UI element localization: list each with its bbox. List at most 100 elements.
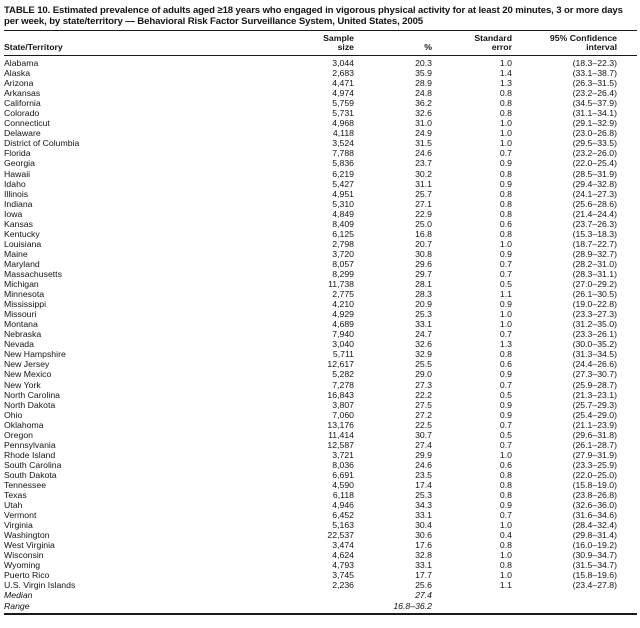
sample-size-cell: 5,163 bbox=[332, 520, 354, 531]
sample-size-cell: 3,720 bbox=[332, 248, 354, 259]
standard-error-cell: 0.9 bbox=[499, 299, 512, 310]
percent-cell: 28.1 bbox=[415, 279, 432, 290]
confidence-interval-cell: (26.3–31.5) bbox=[572, 78, 617, 89]
sample-size-cell: 11,738 bbox=[328, 279, 354, 290]
sample-size-cell: 3,524 bbox=[332, 138, 354, 149]
table-row: Pennsylvania 12,587 27.4 0.7 (26.1–28.7) bbox=[4, 440, 637, 450]
standard-error-cell: 0.6 bbox=[499, 459, 512, 470]
table-summary: Median 27.4 Range 16.8–36.2 bbox=[4, 590, 637, 613]
sample-size-cell: 11,414 bbox=[328, 429, 354, 440]
percent-cell: 17.7 bbox=[415, 570, 432, 581]
percent-cell: 20.3 bbox=[415, 58, 432, 68]
state-cell: Iowa bbox=[4, 208, 23, 219]
table-row: Virginia 5,163 30.4 1.0 (28.4–32.4) bbox=[4, 520, 637, 530]
standard-error-cell: 0.7 bbox=[499, 268, 512, 279]
table-row: Rhode Island 3,721 29.9 1.0 (27.9–31.9) bbox=[4, 450, 637, 460]
sample-size-cell: 12,617 bbox=[327, 359, 354, 370]
confidence-interval-cell: (29.5–33.5) bbox=[572, 138, 617, 149]
state-cell: Arizona bbox=[4, 78, 34, 89]
percent-cell: 23.5 bbox=[415, 469, 432, 480]
sample-size-cell: 4,968 bbox=[332, 118, 354, 129]
state-cell: Wyoming bbox=[4, 560, 41, 571]
col-header-se-top: Standard bbox=[474, 32, 512, 43]
sample-size-cell: 3,474 bbox=[332, 540, 354, 551]
sample-size-cell: 4,118 bbox=[332, 128, 354, 139]
confidence-interval-cell: (30.0–35.2) bbox=[572, 339, 617, 350]
percent-cell: 32.6 bbox=[415, 339, 432, 350]
state-cell: Tennessee bbox=[4, 479, 47, 490]
percent-cell: 30.4 bbox=[415, 520, 432, 531]
sample-size-cell: 4,624 bbox=[332, 550, 354, 561]
standard-error-cell: 0.8 bbox=[499, 490, 512, 501]
table-row: Hawaii 6,219 30.2 0.8 (28.5–31.9) bbox=[4, 169, 637, 179]
percent-cell: 22.2 bbox=[415, 389, 432, 400]
col-header-ci-top: 95% Confidence bbox=[549, 32, 617, 43]
state-cell: Illinois bbox=[4, 188, 29, 199]
range-ci-cell bbox=[512, 601, 637, 614]
confidence-interval-cell: (28.2–31.0) bbox=[572, 258, 617, 269]
percent-cell: 31.0 bbox=[415, 118, 432, 129]
state-cell: Texas bbox=[4, 490, 27, 501]
state-cell: Idaho bbox=[4, 178, 26, 189]
standard-error-cell: 0.5 bbox=[499, 279, 512, 290]
sample-size-cell: 6,452 bbox=[332, 510, 354, 521]
sample-size-cell: 16,843 bbox=[327, 389, 354, 400]
sample-size-cell: 2,683 bbox=[332, 68, 354, 79]
col-header-sample-top: Sample bbox=[323, 32, 354, 43]
confidence-interval-cell: (23.4–27.8) bbox=[572, 580, 617, 591]
sample-size-cell: 8,057 bbox=[332, 258, 354, 269]
state-cell: Arkansas bbox=[4, 88, 41, 99]
sample-size-cell: 7,940 bbox=[332, 329, 354, 340]
confidence-interval-cell: (31.5–34.7) bbox=[572, 560, 617, 571]
table-row: Iowa 4,849 22.9 0.8 (21.4–24.4) bbox=[4, 209, 637, 219]
standard-error-cell: 1.0 bbox=[499, 570, 512, 581]
sample-size-cell: 6,125 bbox=[332, 228, 354, 239]
state-cell: Florida bbox=[4, 148, 31, 159]
col-header-sample-bottom: size bbox=[337, 42, 354, 53]
table-row: Missouri 4,929 25.3 1.0 (23.3–27.3) bbox=[4, 309, 637, 319]
percent-cell: 31.5 bbox=[415, 138, 432, 149]
confidence-interval-cell: (33.1–38.7) bbox=[572, 68, 617, 79]
confidence-interval-cell: (23.8–26.8) bbox=[572, 490, 617, 501]
confidence-interval-cell: (31.2–35.0) bbox=[572, 319, 617, 330]
confidence-interval-cell: (23.7–26.3) bbox=[572, 218, 617, 229]
standard-error-cell: 0.7 bbox=[499, 439, 512, 450]
header-row-top: Sample Standard 95% Confidence bbox=[4, 30, 637, 43]
standard-error-cell: 1.1 bbox=[499, 289, 512, 300]
state-cell: Alaska bbox=[4, 68, 31, 79]
percent-cell: 32.8 bbox=[415, 550, 432, 561]
standard-error-cell: 0.5 bbox=[499, 429, 512, 440]
sample-size-cell: 4,210 bbox=[332, 299, 354, 310]
percent-cell: 25.3 bbox=[415, 490, 432, 501]
sample-size-cell: 5,282 bbox=[332, 369, 354, 380]
sample-size-cell: 3,044 bbox=[332, 58, 354, 68]
table-row: Florida 7,788 24.6 0.7 (23.2–26.0) bbox=[4, 148, 637, 158]
table-row: Montana 4,689 33.1 1.0 (31.2–35.0) bbox=[4, 319, 637, 329]
percent-cell: 28.3 bbox=[415, 289, 432, 300]
median-sample-cell bbox=[284, 590, 354, 600]
state-cell: North Carolina bbox=[4, 389, 61, 400]
sample-size-cell: 4,471 bbox=[332, 78, 354, 89]
confidence-interval-cell: (21.3–23.1) bbox=[572, 389, 617, 400]
standard-error-cell: 0.7 bbox=[499, 258, 512, 269]
percent-cell: 27.2 bbox=[415, 409, 432, 420]
sample-size-cell: 5,836 bbox=[332, 158, 354, 169]
percent-cell: 16.8 bbox=[415, 228, 432, 239]
table-row: Alabama 3,044 20.3 1.0 (18.3–22.3) bbox=[4, 56, 637, 69]
standard-error-cell: 0.9 bbox=[499, 158, 512, 169]
percent-cell: 22.9 bbox=[415, 208, 432, 219]
state-cell: Minnesota bbox=[4, 289, 45, 300]
table-row: Alaska 2,683 35.9 1.4 (33.1–38.7) bbox=[4, 68, 637, 78]
state-cell: Wisconsin bbox=[4, 550, 44, 561]
state-cell: Delaware bbox=[4, 128, 41, 139]
sample-size-cell: 6,118 bbox=[332, 490, 354, 501]
percent-cell: 27.4 bbox=[415, 439, 432, 450]
sample-size-cell: 7,060 bbox=[332, 409, 354, 420]
table-row: Nevada 3,040 32.6 1.3 (30.0–35.2) bbox=[4, 339, 637, 349]
state-cell: Massachusetts bbox=[4, 268, 62, 279]
state-cell: Indiana bbox=[4, 198, 33, 209]
percent-cell: 33.1 bbox=[415, 510, 432, 521]
sample-size-cell: 4,974 bbox=[332, 88, 354, 99]
state-cell: Utah bbox=[4, 500, 23, 511]
standard-error-cell: 0.9 bbox=[499, 500, 512, 511]
